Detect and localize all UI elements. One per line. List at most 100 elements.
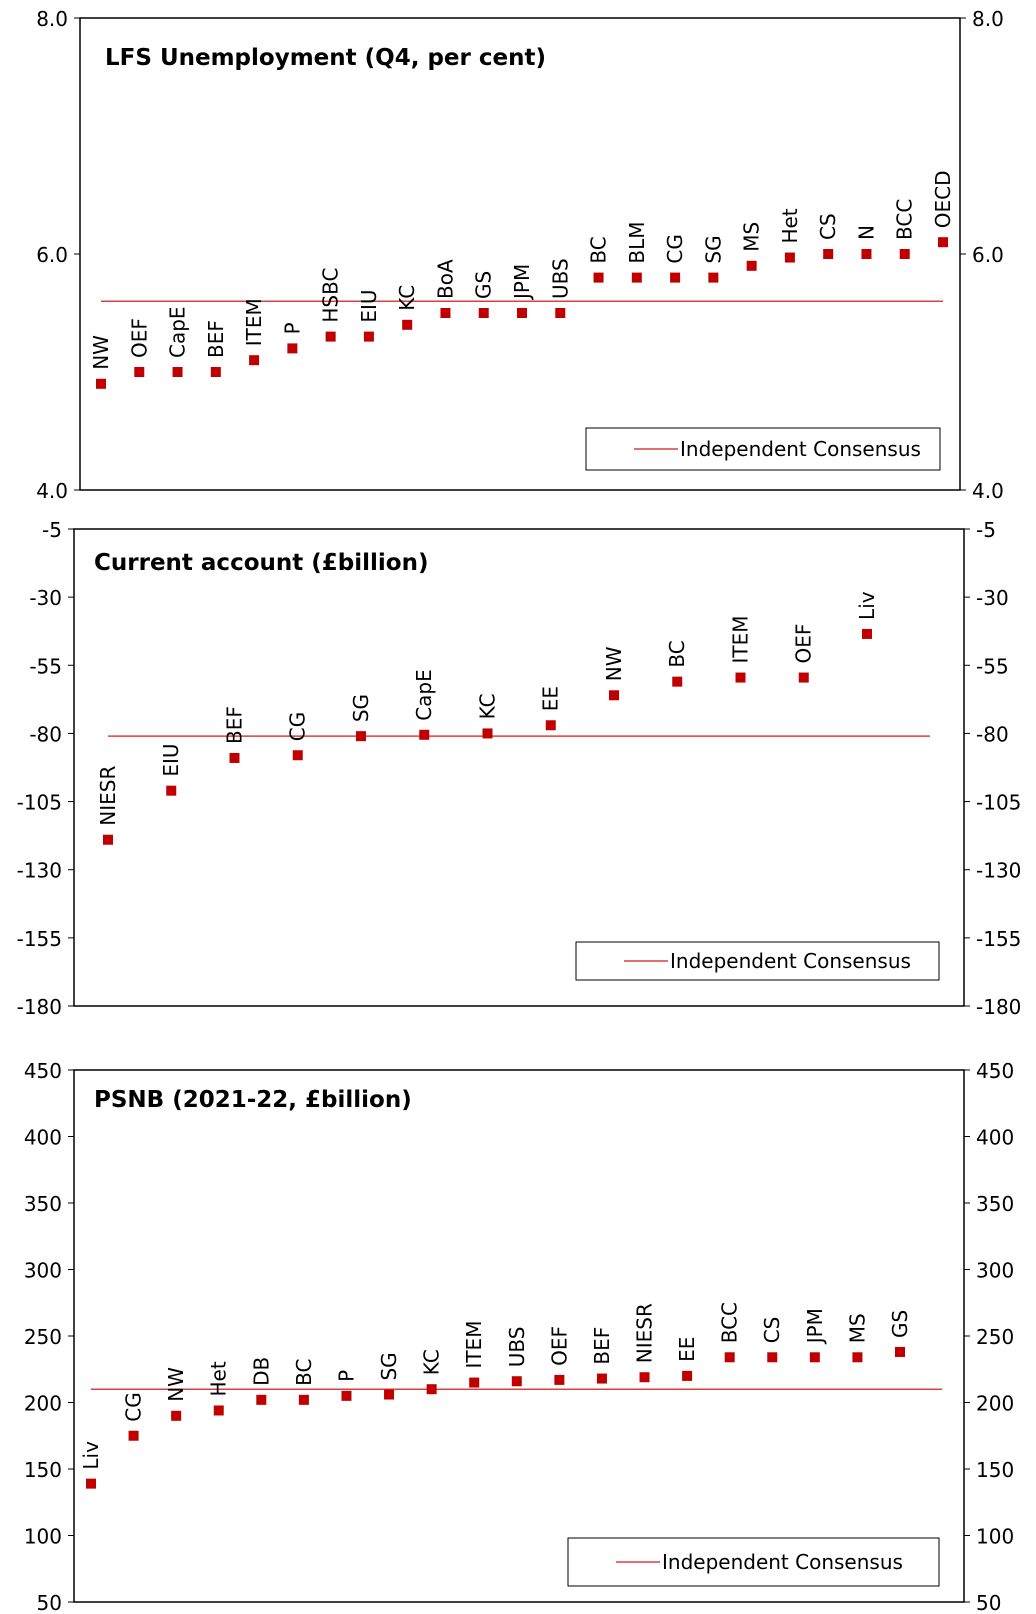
data-point-ms bbox=[746, 260, 757, 271]
chart-panel-1: 4.0 6.0 8.0 4.0 6.0 8.0 LFS Unemployment (Q4, … bbox=[36, 7, 1004, 503]
point-label-bcc: BCC bbox=[718, 1302, 742, 1343]
point-label-kc: KC bbox=[476, 693, 500, 719]
data-point-blm bbox=[631, 272, 642, 283]
y-tick-label-right: 450 bbox=[976, 1059, 1014, 1083]
point-label-ms: MS bbox=[740, 222, 764, 252]
y-tick-label-left: 150 bbox=[24, 1458, 62, 1482]
chart-title: Current account (£billion) bbox=[94, 550, 428, 576]
data-point-het bbox=[213, 1405, 224, 1416]
data-point-ee bbox=[545, 720, 556, 731]
point-label-p: P bbox=[334, 1370, 358, 1382]
y-tick-label-left: 6.0 bbox=[36, 243, 68, 267]
point-label-liv: Liv bbox=[79, 1441, 103, 1470]
data-point-item bbox=[735, 672, 746, 683]
y-tick-label-right: 300 bbox=[976, 1259, 1014, 1283]
point-label-cs: CS bbox=[760, 1317, 784, 1344]
point-label-item: ITEM bbox=[462, 1321, 486, 1369]
chart-title: PSNB (2021-22, £billion) bbox=[94, 1087, 412, 1113]
data-point-gs bbox=[895, 1346, 905, 1357]
point-label-liv: Liv bbox=[855, 591, 879, 620]
point-label-item: ITEM bbox=[242, 298, 266, 346]
y-tick-label-right: 100 bbox=[976, 1525, 1014, 1549]
y-tick-label-right: 150 bbox=[976, 1458, 1014, 1482]
data-point-p bbox=[341, 1390, 352, 1401]
point-label-kc: KC bbox=[395, 285, 419, 311]
point-label-het: Het bbox=[778, 208, 802, 243]
data-point-kc bbox=[482, 728, 493, 739]
data-point-ubs bbox=[511, 1376, 522, 1387]
point-label-gs: GS bbox=[472, 271, 496, 299]
data-point-liv bbox=[86, 1478, 96, 1489]
point-label-ubs: UBS bbox=[548, 258, 572, 299]
y-tick-label-left: 50 bbox=[37, 1591, 62, 1614]
data-point-cg bbox=[128, 1430, 139, 1441]
data-point-ms bbox=[852, 1352, 863, 1363]
y-tick-label-left: 350 bbox=[24, 1192, 62, 1216]
point-label-niesr: NIESR bbox=[96, 766, 120, 826]
data-point-niesr bbox=[639, 1372, 650, 1383]
y-tick-label-left: 200 bbox=[24, 1392, 62, 1416]
y-tick-label-right: -105 bbox=[976, 791, 1021, 815]
data-point-item bbox=[249, 355, 260, 366]
y-tick-label-left: 250 bbox=[24, 1325, 62, 1349]
y-tick-label-right: 200 bbox=[976, 1392, 1014, 1416]
data-point-kc bbox=[402, 319, 413, 330]
data-point-cs bbox=[823, 249, 834, 259]
data-point-jpm bbox=[809, 1352, 820, 1363]
data-point-bcc bbox=[724, 1352, 735, 1363]
point-label-n: N bbox=[854, 225, 878, 240]
point-label-nw: NW bbox=[602, 646, 626, 681]
point-label-blm: BLM bbox=[625, 221, 649, 263]
data-point-oef bbox=[134, 367, 145, 377]
data-point-cg bbox=[292, 750, 303, 761]
legend-label: Independent Consensus bbox=[680, 437, 921, 461]
point-label-cg: CG bbox=[286, 712, 310, 741]
data-point-cape bbox=[419, 729, 430, 740]
data-point-n bbox=[861, 249, 872, 259]
y-tick-label-left: 450 bbox=[24, 1059, 62, 1083]
point-label-item: ITEM bbox=[729, 616, 753, 664]
point-label-bc: BC bbox=[587, 236, 611, 263]
chart-title: LFS Unemployment (Q4, per cent) bbox=[105, 45, 546, 71]
data-point-bc bbox=[298, 1394, 309, 1405]
data-point-hsbc bbox=[325, 331, 336, 342]
y-tick-label-left: -155 bbox=[17, 927, 62, 951]
point-label-cg: CG bbox=[122, 1392, 146, 1421]
data-point-gs bbox=[478, 308, 489, 318]
legend: Independent Consensus bbox=[575, 941, 940, 981]
point-label-ee: EE bbox=[675, 1337, 699, 1362]
data-point-jpm bbox=[517, 308, 527, 318]
point-label-oef: OEF bbox=[792, 624, 816, 664]
data-point-cg bbox=[670, 272, 681, 283]
point-label-hsbc: HSBC bbox=[319, 268, 343, 323]
y-tick-label-right: 8.0 bbox=[972, 7, 1004, 31]
point-label-bc: BC bbox=[292, 1358, 316, 1385]
plot-frame bbox=[73, 528, 965, 1007]
point-label-eiu: EIU bbox=[357, 289, 381, 322]
data-point-bc bbox=[672, 676, 683, 687]
data-point-nw bbox=[171, 1410, 182, 1421]
data-point-p bbox=[287, 343, 298, 354]
data-point-bef bbox=[210, 367, 221, 377]
y-tick-label-right: 50 bbox=[976, 1591, 1001, 1614]
y-tick-label-right: -55 bbox=[976, 654, 1009, 678]
y-tick-label-right: -155 bbox=[976, 927, 1021, 951]
y-tick-label-left: -105 bbox=[17, 791, 62, 815]
point-label-bef: BEF bbox=[204, 320, 228, 358]
data-point-eiu bbox=[363, 331, 374, 342]
data-point-sg bbox=[384, 1389, 395, 1400]
data-point-het bbox=[784, 252, 795, 263]
legend-label: Independent Consensus bbox=[662, 1550, 903, 1574]
point-label-cg: CG bbox=[663, 234, 687, 263]
point-label-kc: KC bbox=[420, 1349, 444, 1375]
point-label-cape: CapE bbox=[166, 306, 190, 358]
legend-label: Independent Consensus bbox=[670, 949, 911, 973]
y-tick-label-left: 4.0 bbox=[36, 479, 68, 503]
y-tick-label-left: 400 bbox=[24, 1126, 62, 1150]
y-tick-label-left: 8.0 bbox=[36, 7, 68, 31]
y-tick-label-right: 400 bbox=[976, 1126, 1014, 1150]
point-label-eiu: EIU bbox=[159, 743, 183, 776]
data-point-oecd bbox=[938, 237, 948, 248]
point-label-sg: SG bbox=[349, 694, 373, 722]
